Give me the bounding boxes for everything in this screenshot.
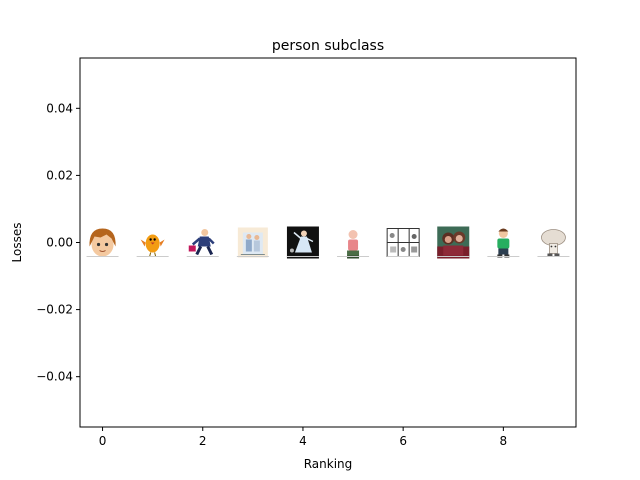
x-tick-label: 6 bbox=[399, 434, 407, 448]
bald-man-pink-icon bbox=[337, 226, 370, 259]
y-axis-label: Losses bbox=[10, 223, 24, 263]
y-tick-label: −0.04 bbox=[36, 370, 73, 384]
data-points bbox=[86, 226, 570, 259]
x-tick-label: 0 bbox=[99, 434, 107, 448]
running-man-suit-icon bbox=[186, 226, 219, 259]
x-tick-label: 2 bbox=[199, 434, 207, 448]
y-tick-label: 0.04 bbox=[46, 101, 73, 115]
y-tick-label: 0.00 bbox=[46, 236, 73, 250]
orange-bird-character-icon bbox=[136, 226, 169, 259]
y-axis-ticks: −0.04 −0.02 0.00 0.02 0.04 bbox=[36, 101, 80, 384]
x-axis-ticks: 0 2 4 6 8 bbox=[99, 427, 507, 448]
chart-title: person subclass bbox=[272, 38, 384, 54]
dancer-dark-background-icon bbox=[286, 226, 319, 259]
x-tick-label: 4 bbox=[299, 434, 307, 448]
mushroom-figure-icon bbox=[537, 226, 570, 259]
couple-portrait-icon bbox=[437, 226, 470, 259]
plot-frame bbox=[79, 57, 577, 428]
cartoon-boy-brown-hair-icon bbox=[86, 226, 119, 259]
green-shirt-boy-icon bbox=[487, 226, 520, 259]
x-axis-label: Ranking bbox=[304, 457, 353, 471]
y-tick-label: 0.02 bbox=[46, 168, 73, 182]
family-beige-frame-icon bbox=[236, 226, 269, 259]
x-tick-label: 8 bbox=[500, 434, 508, 448]
comic-strip-icon bbox=[386, 226, 420, 259]
y-tick-label: −0.02 bbox=[36, 303, 73, 317]
